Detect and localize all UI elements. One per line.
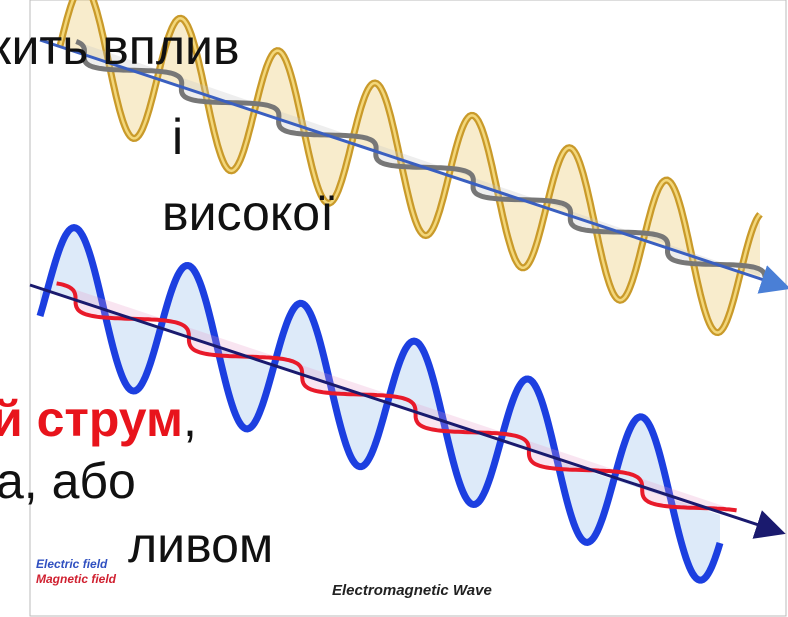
text-line: і: [172, 112, 183, 162]
text-line: а, або: [0, 456, 136, 506]
legend-item: Magnetic field: [36, 572, 116, 586]
legend-item: Electric field: [36, 557, 107, 571]
slide: жить вплив і високої й струм, а, або лив…: [0, 0, 788, 617]
image-caption: Electromagnetic Wave: [332, 582, 492, 599]
text-line: й струм,: [0, 394, 197, 444]
axis-arrow: [40, 40, 785, 287]
text: ,: [183, 391, 197, 447]
highlight-text: й струм: [0, 391, 183, 447]
text-line: високої: [162, 188, 334, 238]
wave-illustration: [0, 0, 788, 617]
text-line: ливом: [128, 520, 273, 570]
text-line: жить вплив: [0, 22, 240, 72]
